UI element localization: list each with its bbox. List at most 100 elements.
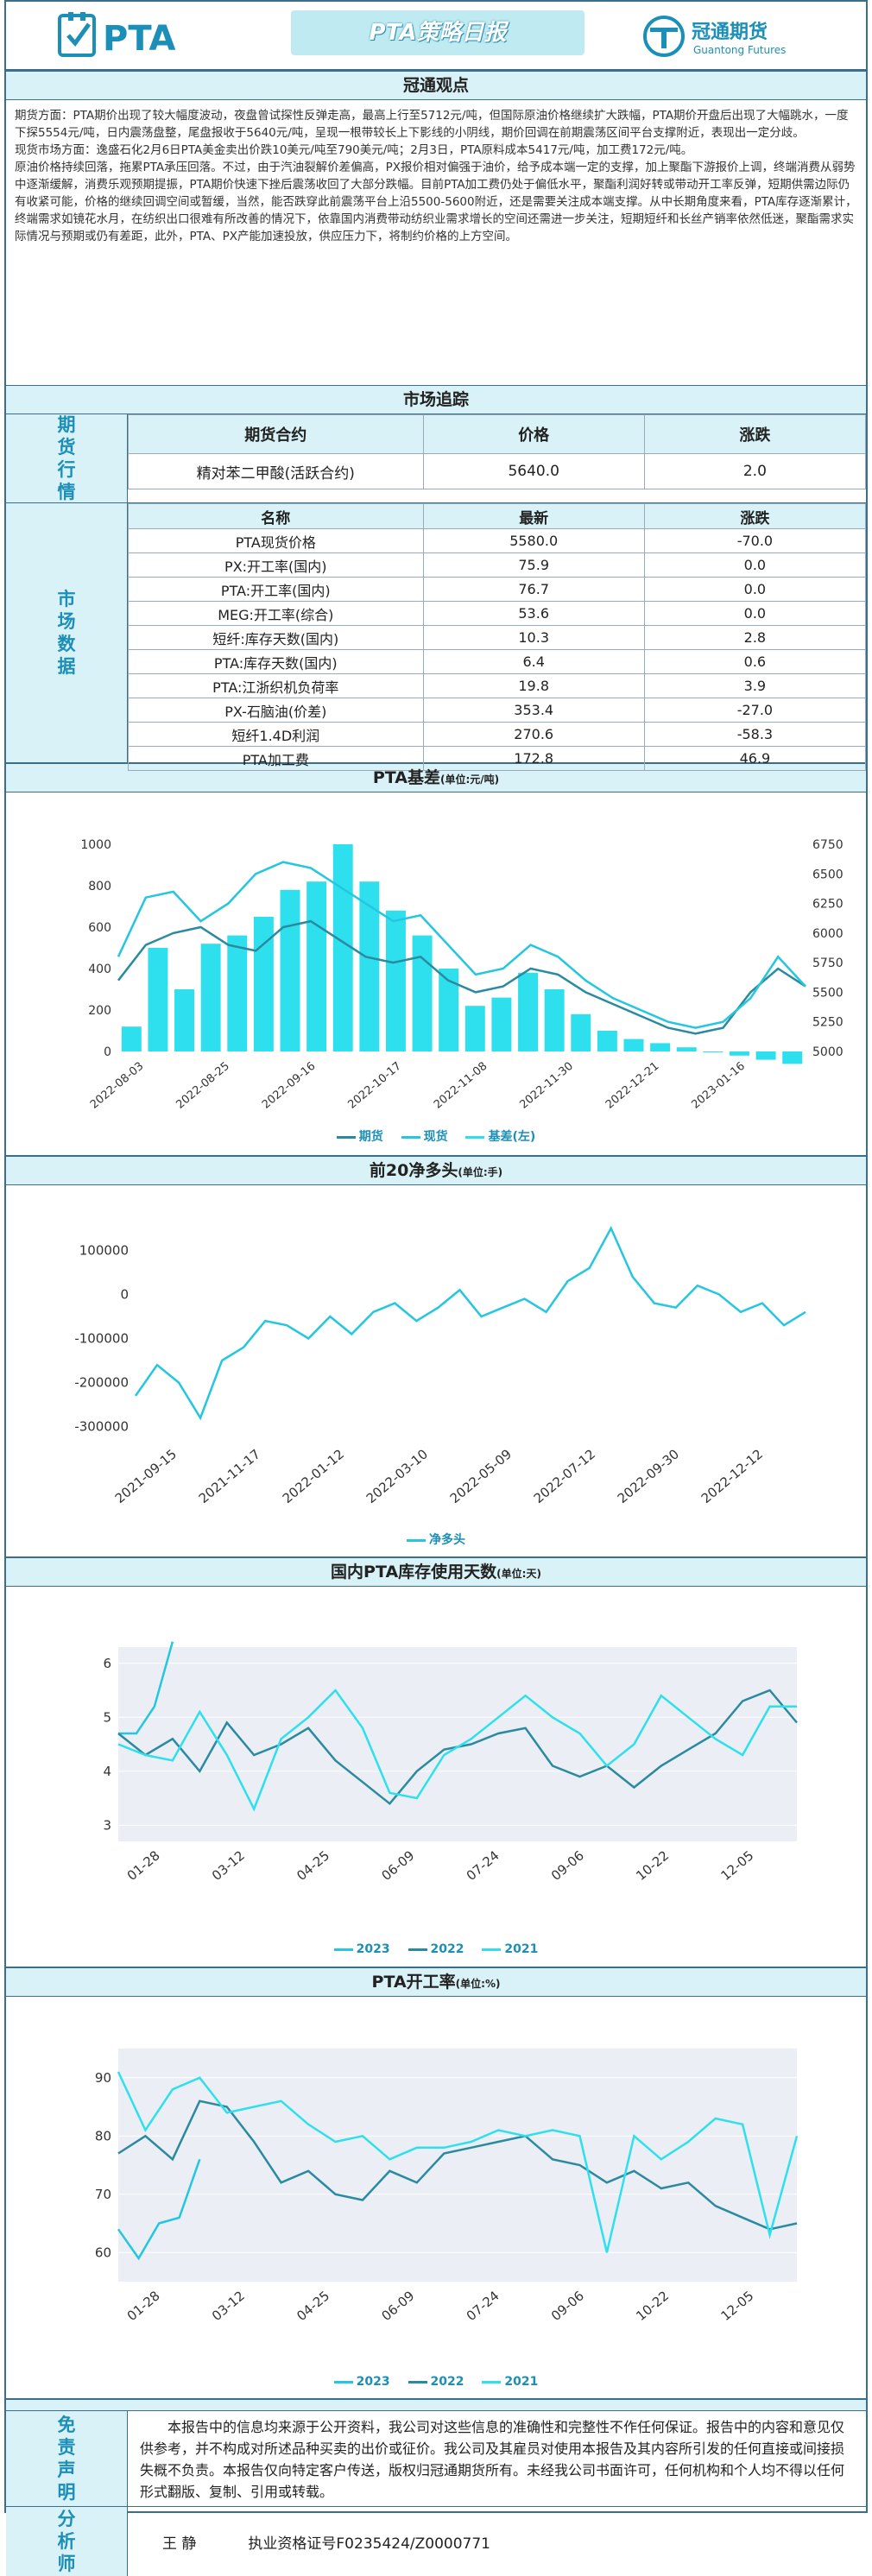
y-left-tick-label: 800 [88,880,111,893]
x-tick-label: 03-12 [209,2288,248,2324]
x-tick-label: 09-06 [548,2288,587,2324]
basis-bar [148,948,168,1051]
market-cell: 53.6 [422,601,645,626]
market-cell: PX-石脑油(价差) [128,698,424,723]
basis-bar [439,969,459,1051]
market-cell: 46.9 [643,746,867,771]
y-tick-label: 0 [120,1286,129,1302]
market-cell: PX:开工率(国内) [128,552,424,578]
basis-bar [571,1013,591,1051]
guantong-logo-cn: 冠通期货 [692,21,768,43]
market-cell: PTA:库存天数(国内) [128,649,424,674]
market-cell: 0.0 [643,577,867,602]
x-tick-label: 2023-01-16 [689,1060,748,1112]
market-table: 名称 最新 涨跌 PTA现货价格 5580.0 -70.0 PX:开工率(国内) 75.… [128,503,867,771]
x-tick-label: 2022-12-21 [603,1060,662,1112]
market-cell: 6.4 [422,649,645,674]
chart-netlong: -300000 -200000 -100000 0 100000 2021-09-15 20… [6,1185,866,1557]
disclaimer-side-label: 免责声明 [6,2411,128,2506]
x-tick-label: 2022-03-10 [363,1446,431,1506]
y-right-tick-label: 5500 [812,986,844,1000]
basis-bar [755,1051,776,1060]
x-tick-label: 2022-07-12 [531,1446,598,1506]
table-row: MEG:开工率(综合) 53.6 0.0 [128,601,867,626]
x-tick-label: 10-22 [633,1847,672,1884]
x-tick-label: 04-25 [294,2288,332,2324]
x-tick-label: 10-22 [633,2288,672,2324]
chart-inventory-legend: 2023 2022 2021 [6,1942,866,1956]
y-tick-label: 6 [103,1656,111,1671]
tracking-heading: 市场追踪 [6,385,866,414]
table-row: PTA:开工率(国内) 76.7 0.0 [128,577,867,602]
x-tick-label: 2022-11-08 [432,1060,490,1112]
y-right-tick-label: 6000 [812,927,844,941]
x-tick-label: 2022-11-30 [517,1060,576,1112]
plot-area [118,2049,797,2282]
x-tick-label: 03-12 [209,1847,248,1884]
series-line-现货 [117,861,806,1029]
futures-table: 期货合约 价格 涨跌 精对苯二甲酸(活跃合约) 5640.0 2.0 [128,414,867,489]
market-cell: PTA现货价格 [128,528,424,553]
y-tick-label: 80 [95,2128,111,2144]
table-row: PTA加工费 172.8 46.9 [128,746,867,771]
basis-bar [174,989,195,1051]
market-cell: 短纤:库存天数(国内) [128,625,424,650]
chart-netlong-svg: -300000 -200000 -100000 0 100000 2021-09-15 20… [74,1225,806,1506]
y-tick-label: 60 [95,2245,111,2260]
market-cell: 10.3 [422,625,645,650]
market-cell: -70.0 [643,528,867,553]
chart-basis-svg: 0 200 400 600 800 1000 5000 5250 5500 5750 6000 625… [80,838,844,1112]
x-tick-label: 2021-11-17 [196,1446,263,1506]
y-tick-label: 5 [103,1709,111,1725]
basis-bar [306,881,327,1051]
x-tick-label: 12-05 [717,1847,756,1884]
chart-utilization: 60 70 80 90 01-28 03-12 04-25 06-09 07-24 09-06 10… [6,1997,866,2399]
table-row: PX-石脑油(价差) 353.4 -27.0 [128,698,867,723]
basis-bar [676,1047,697,1051]
futures-cell: 精对苯二甲酸(活跃合约) [128,453,424,489]
analyst-name: 王 静 [162,2535,197,2553]
market-header-change: 涨跌 [643,503,867,529]
x-tick-label: 2022-12-12 [698,1446,766,1506]
market-cell: 353.4 [422,698,645,723]
chart-inventory-title: 国内PTA库存使用天数(单位:天) [6,1557,866,1587]
futures-cell: 5640.0 [422,453,645,489]
opinion-paragraph: 原油价格持续回落，拖累PTA承压回落。不过，由于汽油裂解价差偏高，PX报价相对偏… [15,161,857,243]
basis-bar [464,1006,485,1051]
market-cell: PTA:开工率(国内) [128,577,424,602]
series-line-2023 [118,1641,174,1735]
x-tick-label: 2022-10-17 [345,1060,404,1112]
futures-section: 期货行情 期货合约 价格 涨跌 精对苯二甲酸(活跃合约) 5640.0 2.0 [6,414,867,503]
chart-netlong-title: 前20净多头(单位:手) [6,1156,866,1185]
x-tick-label: 01-28 [124,1847,163,1884]
market-cell: 0.6 [643,649,867,674]
basis-bar [597,1031,617,1051]
basis-bar [623,1039,644,1051]
chart-basis: 0 200 400 600 800 1000 5000 5250 5500 5750 6000 625… [6,792,866,1156]
table-row: 短纤:库存天数(国内) 10.3 2.8 [128,625,867,650]
x-tick-label: 06-09 [378,1847,417,1884]
y-tick-label: 100000 [79,1242,129,1258]
guantong-logo: 冠通期货 Guantong Futures [641,12,840,60]
market-cell: MEG:开工率(综合) [128,601,424,626]
table-row: PTA现货价格 5580.0 -70.0 [128,528,867,553]
pta-logo-text: PTA [103,19,175,59]
market-cell: 76.7 [422,577,645,602]
x-tick-label: 01-28 [124,2288,163,2324]
opinion-paragraph: 期货方面：PTA期价出现了较大幅度波动，夜盘曾试探性反弹走高，最高上行至5712… [15,109,849,140]
market-cell: 5580.0 [422,528,645,553]
basis-bar [518,972,539,1051]
y-left-tick-label: 600 [88,921,111,935]
analyst-license: 执业资格证号F0235424/Z0000771 [248,2535,490,2553]
y-right-tick-label: 6750 [812,838,844,852]
disclaimer-section: 免责声明 本报告中的信息均来源于公开资料，我公司对这些信息的准确性和完整性不作任… [6,2411,866,2507]
y-tick-label: -300000 [74,1419,129,1435]
analyst-section: 分析师 王 静 执业资格证号F0235424/Z0000771 [6,2507,866,2576]
y-left-tick-label: 1000 [80,838,111,852]
y-right-tick-label: 5000 [812,1045,844,1059]
y-left-tick-label: 0 [104,1045,111,1059]
basis-bar [253,917,274,1051]
analyst-info: 王 静 执业资格证号F0235424/Z0000771 [128,2507,866,2576]
y-tick-label: 3 [103,1817,111,1833]
x-tick-label: 2022-08-03 [88,1060,147,1112]
